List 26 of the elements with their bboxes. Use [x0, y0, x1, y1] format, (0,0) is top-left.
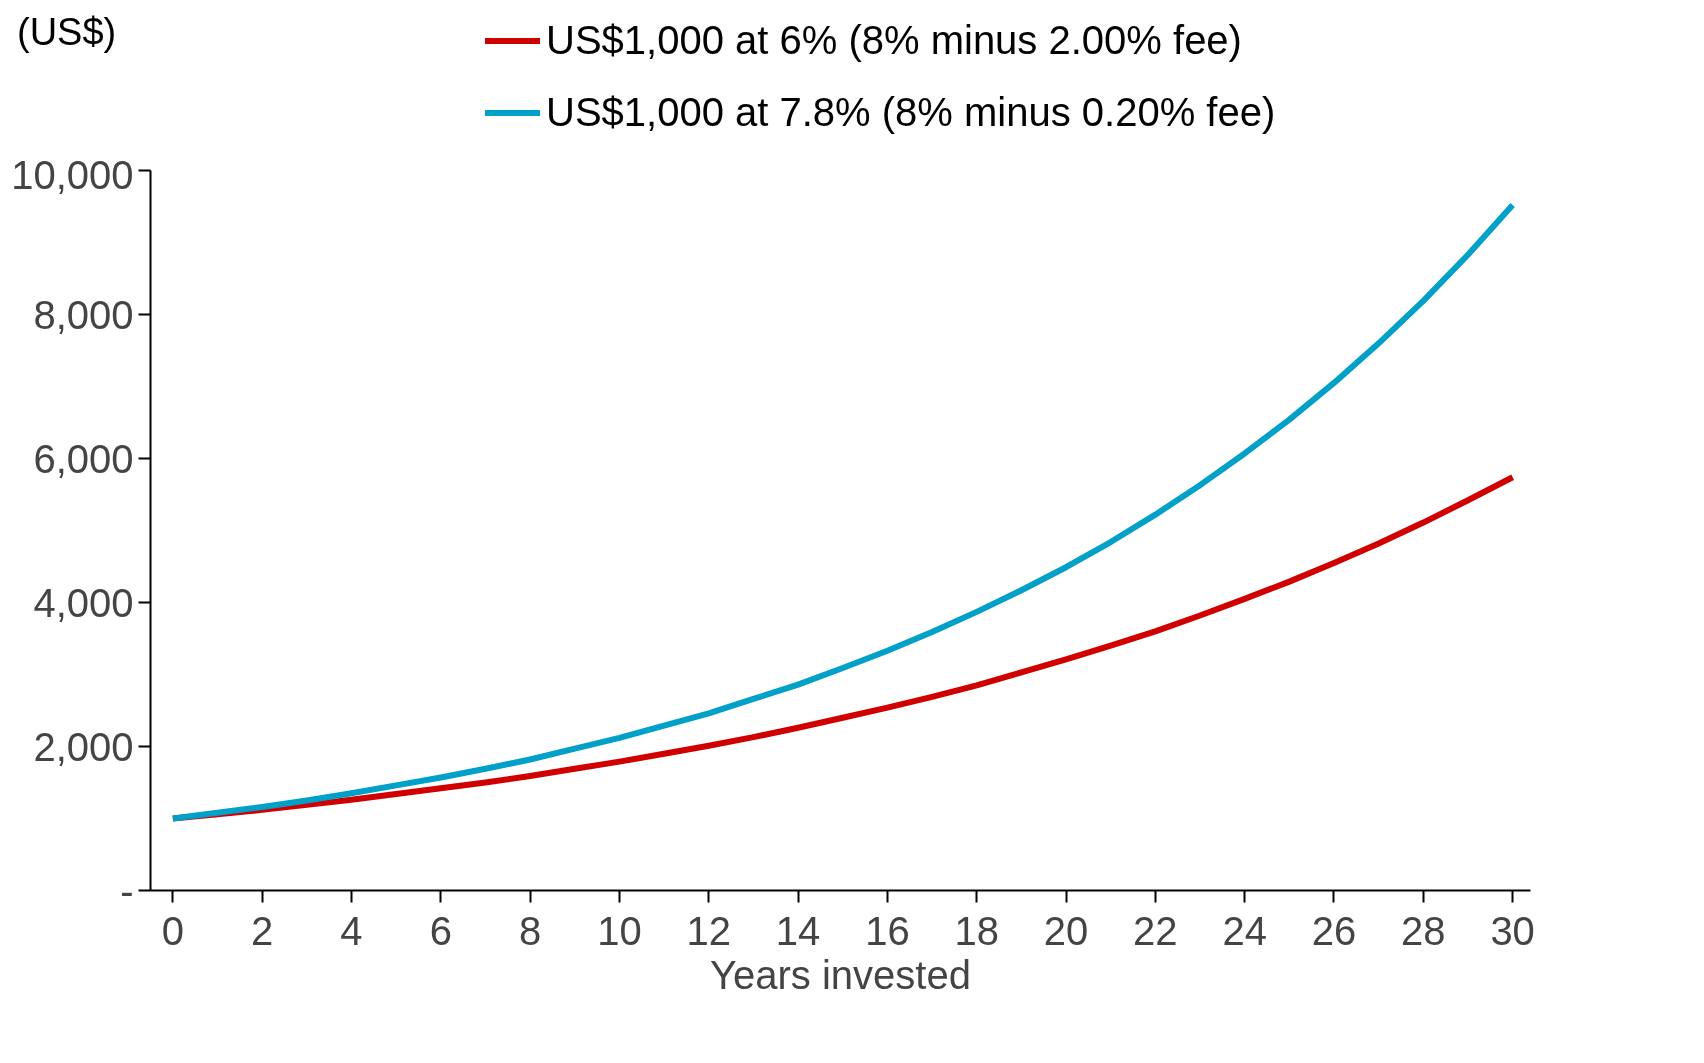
x-tick-label: 16 [865, 908, 910, 953]
y-axis-title: (US$) [17, 10, 117, 55]
legend-label: US$1,000 at 6% (8% minus 2.00% fee) [546, 17, 1242, 65]
y-tick-label: 10,000 [11, 152, 134, 197]
y-tick-label: 4,000 [33, 580, 134, 625]
x-tick-label: 0 [161, 908, 184, 953]
x-tick-label: 10 [597, 908, 642, 953]
x-tick-label: 8 [518, 908, 542, 953]
x-tick-label: 18 [954, 908, 999, 953]
legend-label: US$1,000 at 7.8% (8% minus 0.20% fee) [546, 89, 1276, 137]
x-tick-label: 30 [1490, 908, 1535, 953]
y-tick-label: - [120, 868, 134, 913]
y-tick-label: 2,000 [33, 724, 134, 769]
x-tick-label: 14 [775, 908, 821, 953]
x-tick-label: 20 [1043, 908, 1089, 953]
x-tick-label: 22 [1133, 908, 1178, 953]
x-tick-label: 6 [429, 908, 452, 953]
x-axis-title: Years invested [710, 952, 971, 997]
y-tick-label: 6,000 [33, 436, 134, 481]
x-tick-label: 26 [1311, 908, 1357, 953]
x-tick-label: 4 [340, 908, 363, 953]
x-tick-label: 12 [686, 908, 732, 953]
y-tick-label: 8,000 [33, 292, 134, 337]
x-tick-label: 24 [1222, 908, 1267, 953]
x-tick-label: 28 [1401, 908, 1446, 953]
x-tick-label: 2 [251, 908, 274, 953]
